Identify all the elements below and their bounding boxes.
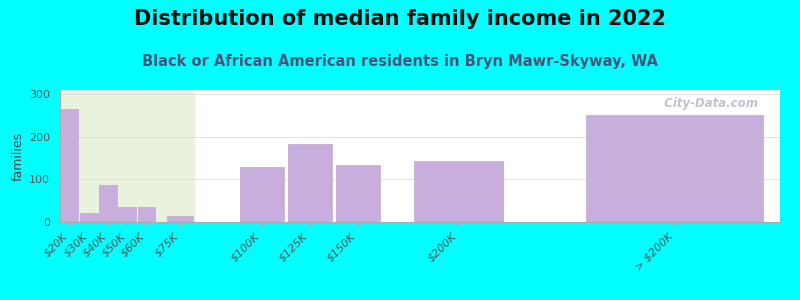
Text: Distribution of median family income in 2022: Distribution of median family income in … — [134, 9, 666, 29]
Bar — [60, 90, 194, 222]
Bar — [239, 167, 284, 222]
Bar — [287, 144, 332, 222]
Text: City-Data.com: City-Data.com — [656, 97, 758, 110]
Bar — [586, 115, 762, 222]
Text: Black or African American residents in Bryn Mawr-Skyway, WA: Black or African American residents in B… — [142, 54, 658, 69]
Bar — [335, 165, 380, 222]
Y-axis label: families: families — [12, 131, 25, 181]
Bar — [138, 207, 155, 222]
Bar — [414, 161, 502, 222]
Bar — [80, 213, 98, 222]
Bar — [118, 207, 136, 222]
Bar — [99, 184, 117, 222]
Bar — [166, 216, 194, 222]
Bar — [61, 109, 78, 222]
